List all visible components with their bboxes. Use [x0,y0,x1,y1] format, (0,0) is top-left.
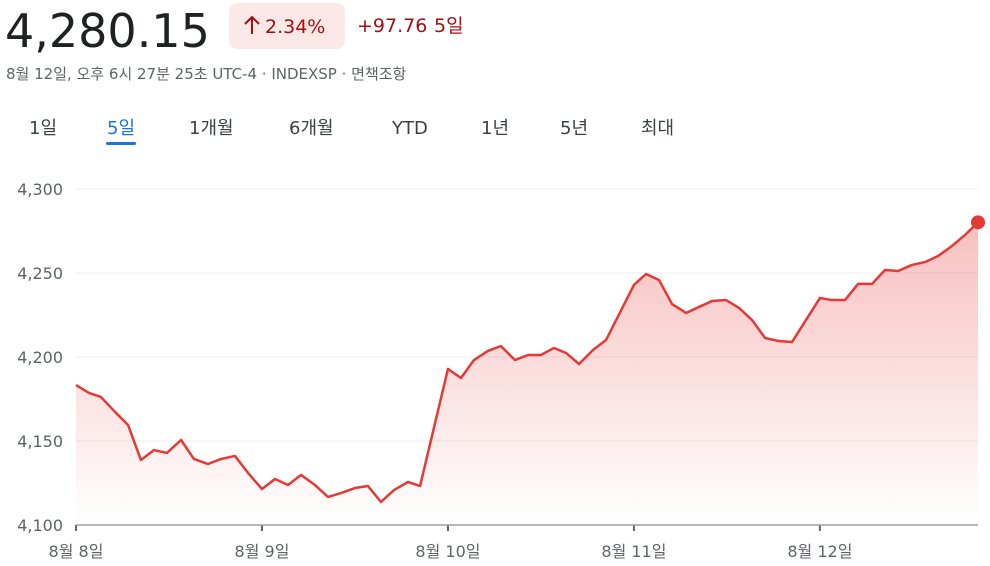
change-badge [229,3,345,49]
x-tick-label: 8월 8일 [49,542,104,561]
x-tick-label: 8월 10일 [415,542,480,561]
change-value: +97.76 [357,15,427,37]
x-tick-label: 8월 11일 [601,542,666,561]
tab[interactable]: 5년 [560,118,588,139]
x-tick-label: 8월 9일 [235,542,290,561]
last-point [971,215,985,230]
subtitle: 8월 12일, 오후 6시 27분 25초 UTC-4 · INDEXSP · … [6,65,407,83]
y-tick-label: 4,300 [17,180,63,199]
tab[interactable]: 1년 [481,118,509,139]
x-tick-label: 8월 12일 [787,542,852,561]
y-tick-label: 4,100 [17,516,63,535]
tab[interactable]: 6개월 [289,118,334,139]
tab-bar: 1일 5일 1개월 6개월 YTD 1년 5년 최대 [29,118,674,145]
y-tick-label: 4,250 [17,264,63,283]
y-tick-label: 4,200 [17,348,63,367]
area [76,222,978,525]
tab-underline [106,142,137,145]
change-percent: 2.34% [265,16,325,38]
plot: 4,100 4,150 4,200 4,250 4,300 8월 8일 8월 9일 8월 10… [17,180,985,561]
tab[interactable]: YTD [391,118,428,139]
y-tick-label: 4,150 [17,432,63,451]
tab[interactable]: 1일 [29,118,57,139]
price: 4,280.15 [5,4,210,58]
tab[interactable]: 최대 [641,118,674,139]
up-arrow-icon [244,15,260,34]
tab[interactable]: 1개월 [189,118,234,139]
tab[interactable]: 5일 [107,118,135,139]
change-period: 5일 [434,15,464,37]
line [75,221,979,504]
